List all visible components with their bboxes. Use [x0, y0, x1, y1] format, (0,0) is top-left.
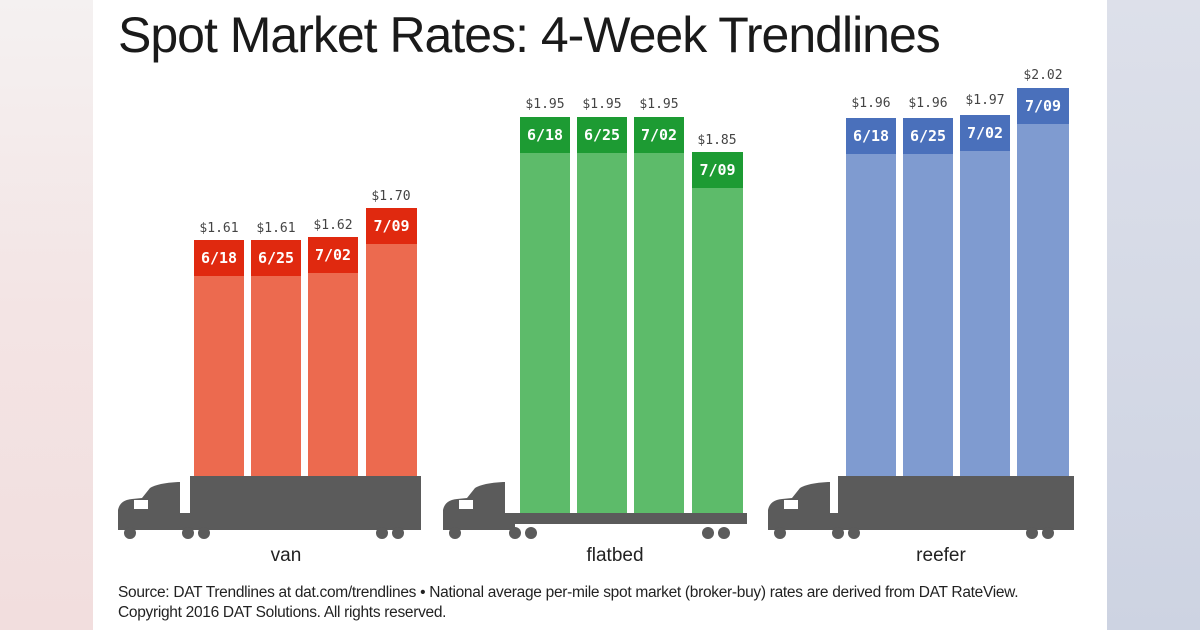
bar-date-header: 7/02 [960, 115, 1010, 151]
right-backdrop [1107, 0, 1200, 630]
bar-date-header: 6/25 [251, 240, 301, 276]
category-label-van: van [270, 545, 302, 566]
reefer-value-6-18: $1.96 [851, 96, 891, 111]
flatbed-bar-7-02: 7/02 [634, 117, 684, 513]
category-label-flatbed: flatbed [586, 545, 644, 566]
flatbed-bar-7-09: 7/09 [692, 152, 743, 513]
reefer-bar-6-25: 6/25 [903, 118, 953, 476]
flatbed-truck-icon [443, 482, 747, 539]
van-bar-6-25: 6/25 [251, 240, 301, 476]
van-value-7-02: $1.62 [313, 218, 353, 233]
bar-date-header: 6/25 [577, 117, 627, 153]
flatbed-value-7-02: $1.95 [639, 97, 679, 112]
bar-date-header: 6/18 [846, 118, 896, 154]
reefer-truck-icon [768, 476, 1074, 539]
van-value-6-25: $1.61 [256, 221, 296, 236]
bar-date-header: 7/09 [366, 208, 417, 244]
flatbed-bar-6-18: 6/18 [520, 117, 570, 513]
source-footnote: Source: DAT Trendlines at dat.com/trendl… [118, 584, 1019, 621]
reefer-bar-6-18: 6/18 [846, 118, 896, 476]
reefer-bar-7-02: 7/02 [960, 115, 1010, 476]
flatbed-value-6-25: $1.95 [582, 97, 622, 112]
category-label-reefer: reefer [916, 545, 966, 566]
chart-title: Spot Market Rates: 4-Week Trendlines [118, 7, 941, 63]
bar-date-header: 7/02 [308, 237, 358, 273]
van-truck-icon [118, 476, 421, 539]
van-bar-6-18: 6/18 [194, 240, 244, 476]
flatbed-bar-6-25: 6/25 [577, 117, 627, 513]
flatbed-value-7-09: $1.85 [697, 133, 737, 148]
van-bar-7-09: 7/09 [366, 208, 417, 476]
bar-date-header: 6/18 [520, 117, 570, 153]
bar-date-header: 7/02 [634, 117, 684, 153]
van-bar-7-02: 7/02 [308, 237, 358, 476]
reefer-value-7-02: $1.97 [965, 93, 1005, 108]
reefer-value-6-25: $1.96 [908, 96, 948, 111]
reefer-bar-7-09: 7/09 [1017, 88, 1069, 476]
bar-date-header: 7/09 [692, 152, 743, 188]
flatbed-value-6-18: $1.95 [525, 97, 565, 112]
bar-date-header: 7/09 [1017, 88, 1069, 124]
van-value-6-18: $1.61 [199, 221, 239, 236]
left-backdrop [0, 0, 93, 630]
van-value-7-09: $1.70 [371, 189, 411, 204]
bar-date-header: 6/25 [903, 118, 953, 154]
bar-date-header: 6/18 [194, 240, 244, 276]
reefer-value-7-09: $2.02 [1023, 68, 1063, 83]
